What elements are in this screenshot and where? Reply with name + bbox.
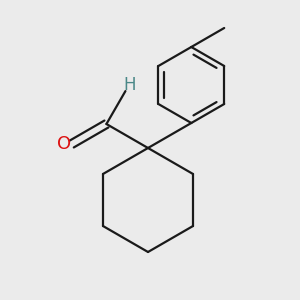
Text: O: O — [57, 135, 71, 153]
Text: H: H — [123, 76, 136, 94]
